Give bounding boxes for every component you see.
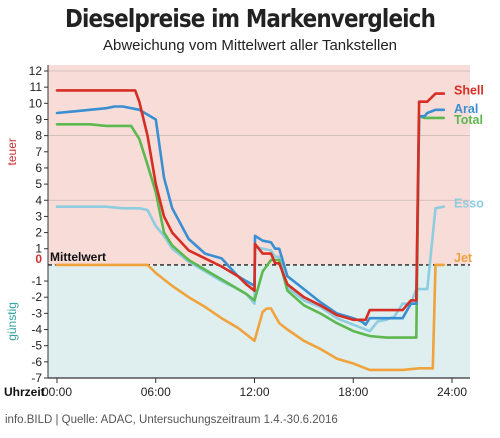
y-tick-label: 9 <box>35 112 42 126</box>
series-label-total: Total <box>454 113 483 127</box>
y-tick-label: -1 <box>31 274 42 288</box>
mittelwert-label: Mittelwert <box>50 250 106 264</box>
y-tick-label: 10 <box>29 96 43 110</box>
y-tick-label: -4 <box>31 323 42 337</box>
y-tick-label: 7 <box>35 145 42 159</box>
series-lines <box>55 89 446 372</box>
y-tick-label: 4 <box>35 193 42 207</box>
y-tick-label: -3 <box>31 306 42 320</box>
chart-subtitle: Abweichung vom Mittelwert aller Tankstel… <box>102 37 398 54</box>
x-tick-label: 12:00 <box>239 385 269 399</box>
y-tick-label: -7 <box>31 371 42 385</box>
y-axis-label-guenstig: günstig <box>5 302 19 341</box>
y-tick-label: 1 <box>35 242 42 256</box>
series-line-jet <box>55 263 446 372</box>
x-axis-ticks: 00:00 06:00 12:00 18:00 24:00 <box>42 378 467 399</box>
x-tick-label: 00:00 <box>42 385 72 399</box>
y-axis-ticks: 12 11 10 9 8 7 6 5 4 3 2 1 -1 -2 -3 -4 -5 -6 -7 <box>29 64 49 385</box>
source-note: info.BILD | Quelle: ADAC, Untersuchungsz… <box>5 414 338 426</box>
x-axis-label: Uhrzeit <box>4 385 45 399</box>
series-label-esso: Esso <box>454 197 484 211</box>
series-label-aral: Aral <box>454 102 478 116</box>
y-tick-label: 3 <box>35 209 42 223</box>
y-tick-label: 11 <box>30 80 43 94</box>
x-tick-label: 06:00 <box>141 385 171 399</box>
y-tick-label: 12 <box>29 64 43 78</box>
y-tick-label: 2 <box>35 226 42 240</box>
series-line-shell <box>55 89 446 322</box>
y-tick-label: -6 <box>31 355 42 369</box>
y-tick-label: -2 <box>31 290 42 304</box>
mittelwert-zero-tick: 0 <box>35 252 42 266</box>
series-label-jet: Jet <box>454 251 473 265</box>
series-label-shell: Shell <box>454 84 484 98</box>
y-axis-label-teuer: teuer <box>5 138 19 165</box>
chart-title: Dieselpreise im Markenvergleich <box>64 4 436 33</box>
gridlines <box>48 70 470 201</box>
positive-region <box>48 65 470 265</box>
y-tick-label: 5 <box>35 177 42 191</box>
plot-background <box>48 65 470 378</box>
y-tick-label: 6 <box>35 161 42 175</box>
series-line-total <box>55 114 446 339</box>
y-tick-label: 8 <box>35 129 42 143</box>
x-tick-label: 24:00 <box>437 385 467 399</box>
y-tick-label: -5 <box>31 339 42 353</box>
series-line-aral <box>55 105 446 327</box>
x-tick-label: 18:00 <box>338 385 368 399</box>
